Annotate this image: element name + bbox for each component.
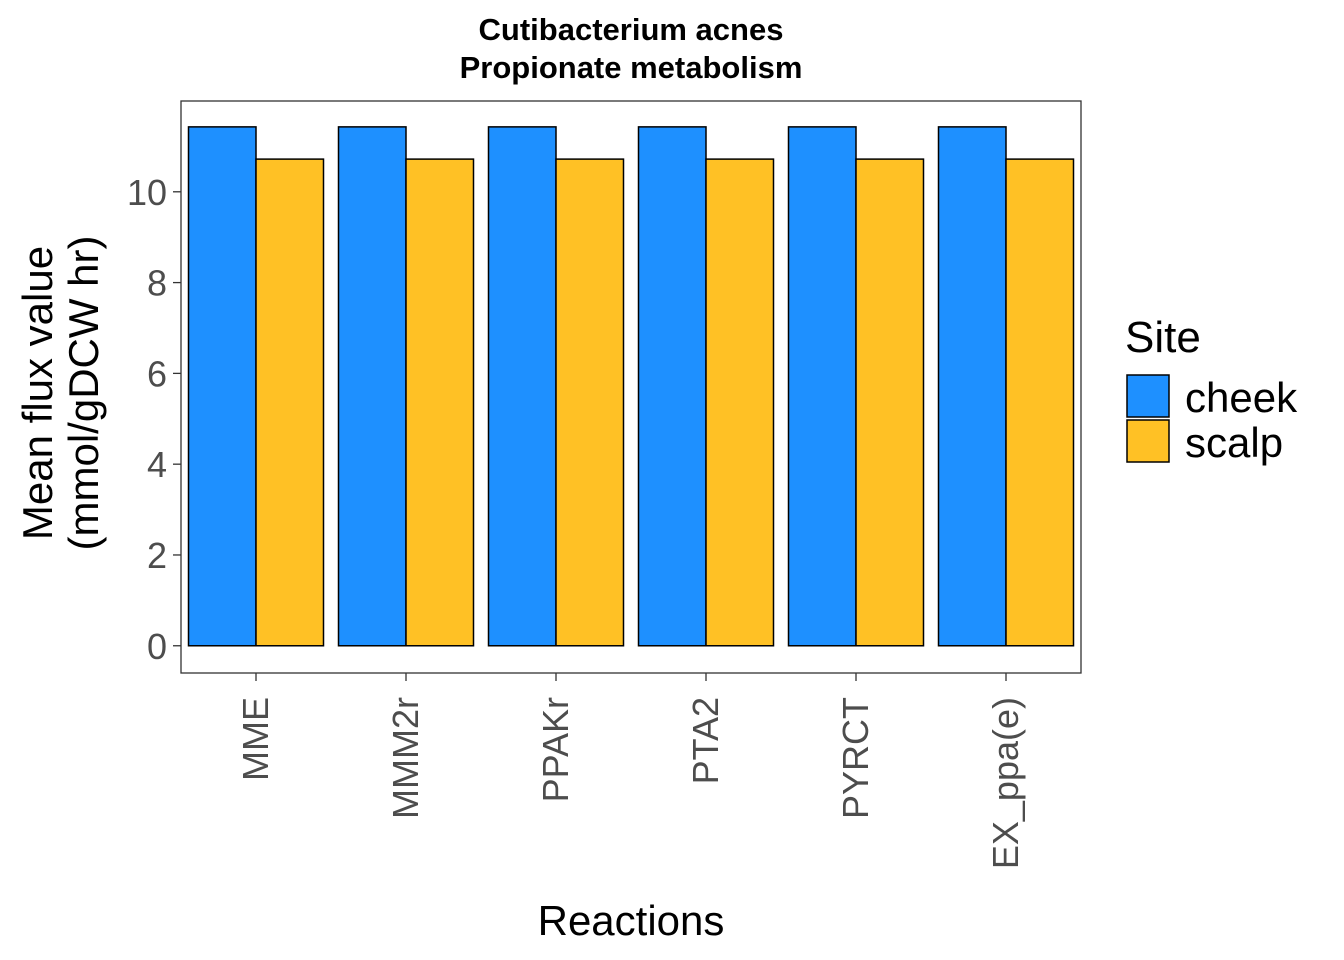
x-tick-label: MME	[235, 697, 276, 781]
x-axis: MME MMM2r PPAKr PTA2 PYRCT EX_ppa(e)	[235, 673, 1026, 869]
legend-swatch-scalp	[1126, 419, 1170, 463]
bar-cheek-EX_ppa(e)	[937, 126, 1007, 647]
y-axis-title: Mean flux value (mmol/gDCW hr)	[14, 236, 107, 551]
bar-scalp-MME	[255, 158, 325, 647]
bar-cheek-MME	[187, 126, 257, 647]
x-tick-label: PYRCT	[835, 697, 876, 819]
bar-cheek-PTA2	[637, 126, 707, 647]
bar-cheek-MMM2r	[337, 126, 407, 647]
legend-swatch-cheek	[1126, 374, 1170, 418]
legend-label-cheek: cheek	[1185, 374, 1298, 421]
bar-scalp-PTA2	[705, 158, 775, 647]
x-tick-label: EX_ppa(e)	[985, 697, 1026, 869]
legend: Site cheek scalp	[1125, 313, 1298, 466]
bar-cheek-PYRCT	[787, 126, 857, 647]
y-axis-title-line1: Mean flux value	[14, 246, 61, 540]
y-tick-label: 6	[147, 353, 167, 394]
bar-scalp-PYRCT	[855, 158, 925, 647]
plot-panel	[180, 100, 1082, 674]
y-axis-title-line2: (mmol/gDCW hr)	[60, 236, 107, 551]
x-tick-label: PTA2	[685, 697, 726, 784]
y-axis: 0 2 4 6 8 10	[127, 172, 181, 667]
bar-cheek-PPAKr	[487, 126, 557, 647]
chart-title: Cutibacterium acnes	[479, 12, 784, 47]
chart-subtitle: Propionate metabolism	[460, 50, 803, 85]
x-tick-label: PPAKr	[535, 697, 576, 802]
y-tick-label: 4	[147, 444, 167, 485]
y-tick-label: 8	[147, 263, 167, 304]
bars-group	[187, 126, 1075, 647]
y-tick-label: 0	[147, 626, 167, 667]
x-tick-label: MMM2r	[385, 697, 426, 819]
bar-scalp-MMM2r	[405, 158, 475, 647]
y-tick-label: 2	[147, 535, 167, 576]
x-axis-title: Reactions	[538, 897, 725, 944]
legend-title: Site	[1125, 313, 1201, 362]
bar-scalp-EX_ppa(e)	[1005, 158, 1075, 647]
bar-scalp-PPAKr	[555, 158, 625, 647]
y-tick-label: 10	[127, 172, 167, 213]
legend-label-scalp: scalp	[1185, 419, 1283, 466]
